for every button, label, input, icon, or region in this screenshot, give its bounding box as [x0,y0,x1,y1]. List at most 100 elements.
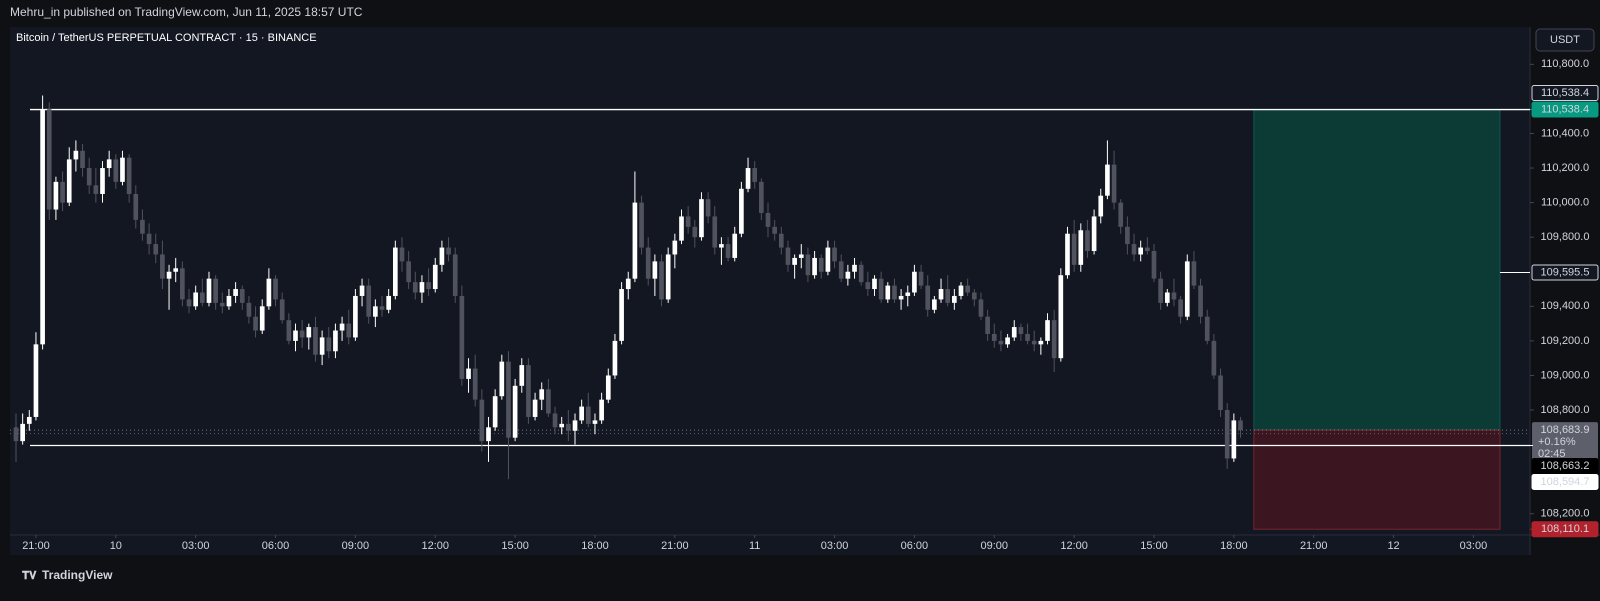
x-tick-label: 11 [749,540,760,552]
x-tick-label: 21:00 [1300,540,1328,552]
candle-body [1125,226,1130,245]
x-tick-label: 03:00 [821,540,849,552]
candle-body [1085,230,1090,252]
candle-body [665,254,671,300]
candle-body [985,316,990,334]
candle-body [1184,261,1190,317]
price-tag-label: 108,594.7 [1541,476,1590,488]
candle-body [1138,247,1144,255]
x-tick-label: 15:00 [501,540,529,552]
candle-body [685,216,691,227]
price-tag-label: 108,110.1 [1541,523,1589,535]
currency-box[interactable] [1535,28,1595,52]
candle-body [166,271,172,279]
candle-body [938,289,944,300]
candle-body [432,264,438,290]
price-tag [1531,101,1599,118]
candle-body [878,278,884,300]
candle-body [705,199,711,217]
candle-body [1164,292,1170,303]
candle-body [319,337,325,355]
candle-body [1071,233,1077,265]
x-tick-label: 09:00 [981,540,1009,552]
candle-body [133,193,139,220]
candle-body [526,365,531,417]
candle-body [965,285,970,293]
candle-body [466,368,471,379]
stop-zone [1253,429,1501,530]
candle-body [346,323,352,338]
candle-body [173,268,179,272]
candle-body [100,168,105,194]
y-tick-label: 108,200.0 [1541,508,1590,520]
price-tag-label: 110,538.4 [1541,103,1589,115]
candle-body [592,420,598,424]
candle-body [579,406,584,421]
x-tick-label: 10 [110,540,122,552]
candle-body [952,295,957,303]
candle-body [293,330,298,341]
y-tick-label: 110,000.0 [1541,197,1589,209]
candle-body [778,233,784,248]
candle-body [971,292,977,300]
candle-body [512,385,518,438]
currency[interactable]: USDT [1550,34,1580,46]
candle-body [299,330,305,338]
x-tick-label: 21:00 [661,540,689,552]
candle-body [226,295,232,307]
candle-body [53,181,59,210]
candle-body [479,399,485,442]
candle-body [652,261,658,279]
price-tag-label: 110,538.4 [1541,87,1589,99]
candle-body [333,330,338,352]
candle-body [426,282,431,290]
symbol-title[interactable]: Bitcoin / TetherUS PERPETUAL CONTRACT · … [16,32,317,44]
candle-body [266,278,272,307]
candle-body [386,295,391,310]
y-tick-label: 108,800.0 [1541,404,1590,416]
candle-body [998,340,1004,345]
x-tick-label: 21:00 [22,540,50,552]
brand: TradingView [42,568,113,582]
candle-body [1051,320,1057,359]
candle-body [86,168,92,186]
candle-body [446,247,451,255]
y-tick-label: 110,800.0 [1541,58,1589,70]
candle-body [193,292,199,307]
candle-body [1098,195,1104,217]
candle-body [93,185,99,194]
price-tag [1531,521,1599,538]
candle-body [20,423,25,442]
candle-body [1211,340,1217,376]
x-tick-label: 12:00 [1060,540,1088,552]
candle-body [246,302,252,317]
plot: 21:00 10 03:00 06:00 09:00 12:00 15:00 18:00 21:… [10,95,1530,552]
candle-body [180,268,185,300]
candle-body [286,320,292,341]
candle-body [645,247,651,279]
candle-body [752,168,758,182]
candle-body [366,285,372,317]
candle-body [1131,244,1137,255]
x-tick-label: 09:00 [342,540,370,552]
candle-body [392,247,398,296]
candle-body [1065,233,1070,276]
candle-body [732,233,738,258]
candle-body [745,168,751,189]
candle-body [419,282,425,293]
candle-body [106,159,112,169]
candle-body [792,257,797,265]
candle-body [625,278,631,290]
candle-body [725,244,731,258]
x-tick-label: 03:00 [182,540,210,552]
candle-body [120,157,125,182]
candle-body [852,264,857,272]
last-change: +0.16% [1538,436,1576,448]
candle-body [1105,164,1110,196]
candle-body [412,282,418,293]
candle-body [1171,292,1177,300]
candle-body [66,159,72,203]
x-tick-label: 03:00 [1460,540,1488,552]
countdown: 02:45 [1538,448,1566,460]
